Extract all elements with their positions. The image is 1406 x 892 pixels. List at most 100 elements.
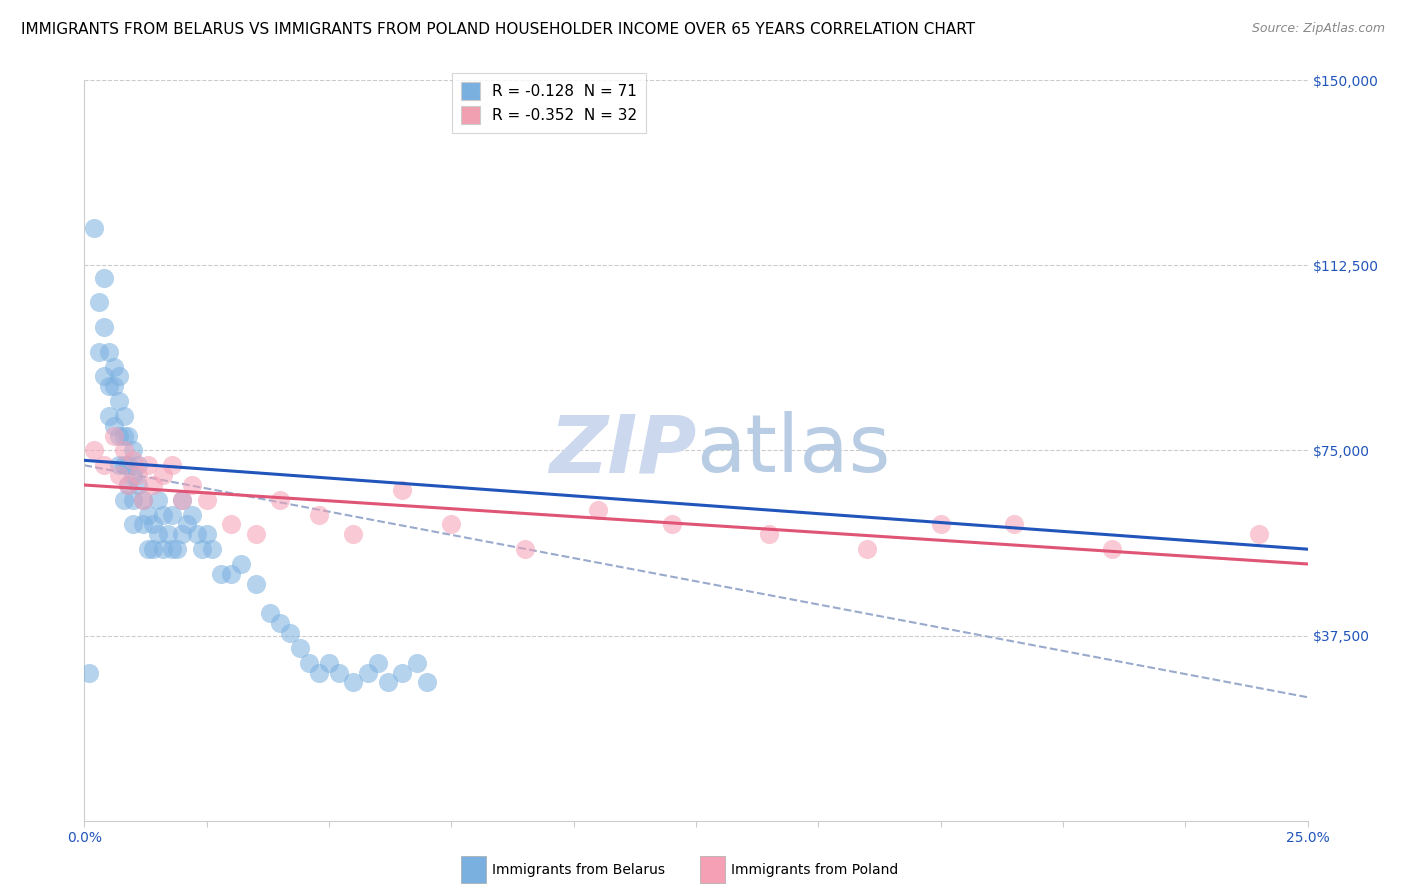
Point [87,344,110,359]
Point [83,443,105,458]
Text: Immigrants from Belarus: Immigrants from Belarus [492,863,665,877]
Point [122,517,145,532]
Point [209,566,232,581]
Point [152,468,174,483]
Point [87,295,110,310]
Point [342,675,364,690]
Point [200,542,222,557]
Point [181,508,204,522]
Point [181,478,204,492]
Point [117,458,139,473]
Point [77,665,100,680]
Point [195,492,218,507]
Point [136,542,159,557]
Point [1247,527,1270,541]
Point [136,508,159,522]
Point [142,478,165,492]
Point [278,626,301,640]
Point [172,492,194,507]
Point [1002,517,1025,532]
Point [416,675,439,690]
Point [367,656,389,670]
Point [406,656,429,670]
Point [259,607,281,621]
Text: IMMIGRANTS FROM BELARUS VS IMMIGRANTS FROM POLAND HOUSEHOLDER INCOME OVER 65 YEA: IMMIGRANTS FROM BELARUS VS IMMIGRANTS FR… [21,22,976,37]
Point [152,508,174,522]
Point [186,527,208,541]
Point [107,369,129,384]
Point [127,468,149,483]
Point [112,428,135,442]
Point [929,517,952,532]
Point [856,542,879,557]
Point [245,576,267,591]
Point [219,566,242,581]
Point [661,517,683,532]
Point [146,527,169,541]
Point [269,492,291,507]
Point [117,428,139,442]
Point [1101,542,1123,557]
Point [107,468,129,483]
Point [162,458,184,473]
Point [391,483,413,497]
Point [132,492,155,507]
Point [308,665,330,680]
Point [136,458,159,473]
Point [357,665,380,680]
Point [229,557,252,571]
Point [93,320,115,334]
Point [172,527,194,541]
Point [513,542,536,557]
Point [132,517,155,532]
Point [166,542,188,557]
Point [162,508,184,522]
Point [298,656,321,670]
Point [391,665,413,680]
Point [97,344,120,359]
Point [127,478,149,492]
Point [219,517,242,532]
Point [172,492,194,507]
Point [83,221,105,235]
Text: atlas: atlas [696,411,890,490]
Point [142,542,165,557]
Point [127,458,149,473]
Point [176,517,198,532]
Point [195,527,218,541]
Point [103,418,125,433]
Point [93,270,115,285]
Point [103,428,125,442]
Point [191,542,214,557]
Point [377,675,399,690]
Point [156,527,179,541]
Point [103,359,125,374]
Point [103,379,125,393]
Point [93,369,115,384]
Point [318,656,340,670]
Point [269,616,291,631]
Point [122,492,145,507]
Point [117,478,139,492]
Text: ZIP: ZIP [548,411,696,490]
Point [162,542,184,557]
Point [122,443,145,458]
Point [132,492,155,507]
Point [97,379,120,393]
Point [288,640,311,655]
Point [97,409,120,423]
Point [122,453,145,467]
Point [146,492,169,507]
Point [107,458,129,473]
Point [152,542,174,557]
Text: Source: ZipAtlas.com: Source: ZipAtlas.com [1251,22,1385,36]
Point [112,409,135,423]
Point [112,492,135,507]
Point [342,527,364,541]
Point [142,517,165,532]
Point [93,458,115,473]
Point [758,527,780,541]
Point [107,428,129,442]
Point [117,478,139,492]
Point [308,508,330,522]
